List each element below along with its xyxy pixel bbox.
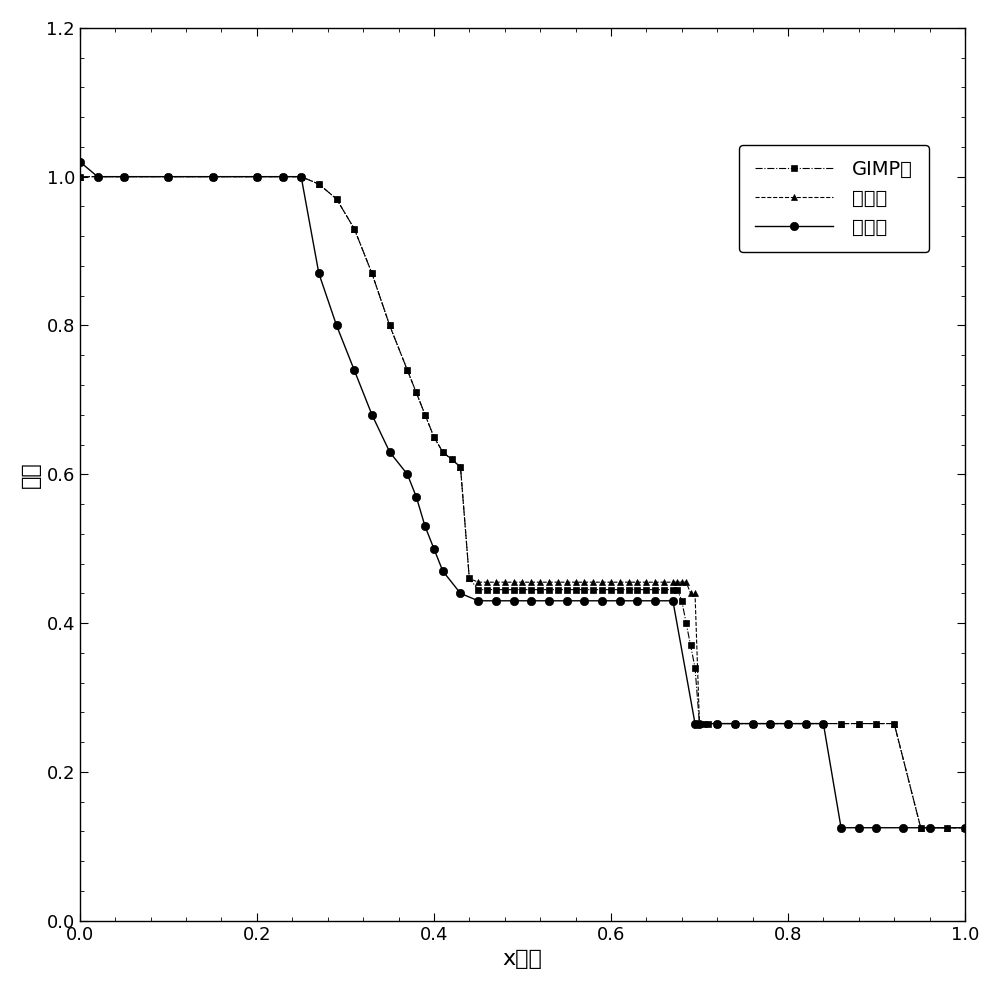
GIMP法 bbox=[463, 572, 475, 584]
解析解 bbox=[941, 822, 953, 834]
X-axis label: x坐标: x坐标 bbox=[502, 949, 542, 969]
本发明 bbox=[817, 718, 829, 730]
本发明 bbox=[578, 595, 590, 607]
解析解 bbox=[570, 576, 582, 588]
本发明 bbox=[92, 170, 104, 182]
本发明 bbox=[74, 155, 86, 167]
本发明 bbox=[508, 595, 520, 607]
本发明 bbox=[401, 468, 413, 480]
本发明 bbox=[543, 595, 555, 607]
本发明 bbox=[853, 822, 865, 834]
本发明 bbox=[711, 718, 723, 730]
本发明 bbox=[764, 718, 776, 730]
解析解 bbox=[959, 822, 971, 834]
Line: 本发明: 本发明 bbox=[76, 157, 969, 832]
本发明 bbox=[251, 170, 263, 182]
本发明 bbox=[472, 595, 484, 607]
本发明 bbox=[118, 170, 130, 182]
本发明 bbox=[835, 822, 847, 834]
GIMP法 bbox=[959, 822, 971, 834]
本发明 bbox=[295, 170, 307, 182]
本发明 bbox=[490, 595, 502, 607]
本发明 bbox=[800, 718, 812, 730]
本发明 bbox=[689, 718, 701, 730]
本发明 bbox=[959, 822, 971, 834]
本发明 bbox=[348, 364, 360, 376]
本发明 bbox=[454, 587, 466, 599]
本发明 bbox=[729, 718, 741, 730]
本发明 bbox=[313, 267, 325, 279]
Legend: GIMP法, 解析解, 本发明: GIMP法, 解析解, 本发明 bbox=[739, 145, 929, 252]
解析解 bbox=[552, 576, 564, 588]
本发明 bbox=[207, 170, 219, 182]
本发明 bbox=[596, 595, 608, 607]
GIMP法 bbox=[74, 170, 86, 182]
本发明 bbox=[870, 822, 882, 834]
GIMP法 bbox=[534, 584, 546, 596]
GIMP法 bbox=[782, 718, 794, 730]
本发明 bbox=[366, 409, 378, 421]
解析解 bbox=[74, 170, 86, 182]
GIMP法 bbox=[915, 822, 927, 834]
本发明 bbox=[384, 446, 396, 458]
GIMP法 bbox=[888, 718, 900, 730]
本发明 bbox=[924, 822, 936, 834]
本发明 bbox=[277, 170, 289, 182]
本发明 bbox=[649, 595, 661, 607]
解析解 bbox=[463, 572, 475, 584]
GIMP法 bbox=[587, 584, 599, 596]
本发明 bbox=[693, 718, 705, 730]
GIMP法 bbox=[428, 432, 440, 444]
解析解 bbox=[915, 822, 927, 834]
本发明 bbox=[782, 718, 794, 730]
本发明 bbox=[897, 822, 909, 834]
本发明 bbox=[162, 170, 174, 182]
本发明 bbox=[410, 491, 422, 503]
本发明 bbox=[437, 565, 449, 577]
本发明 bbox=[614, 595, 626, 607]
本发明 bbox=[747, 718, 759, 730]
解析解 bbox=[446, 453, 458, 465]
本发明 bbox=[525, 595, 537, 607]
本发明 bbox=[631, 595, 643, 607]
本发明 bbox=[419, 521, 431, 533]
Line: 解析解: 解析解 bbox=[77, 173, 968, 831]
解析解 bbox=[671, 576, 683, 588]
本发明 bbox=[428, 543, 440, 554]
本发明 bbox=[331, 320, 343, 332]
本发明 bbox=[561, 595, 573, 607]
Y-axis label: 密度: 密度 bbox=[21, 461, 41, 488]
Line: GIMP法: GIMP法 bbox=[77, 173, 968, 831]
本发明 bbox=[667, 595, 679, 607]
